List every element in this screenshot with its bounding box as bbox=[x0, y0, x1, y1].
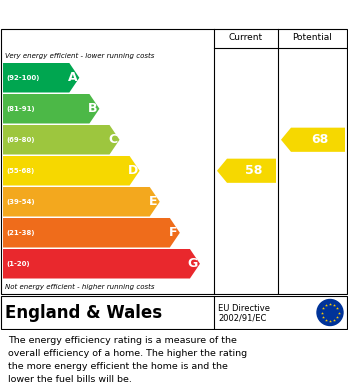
Text: England & Wales: England & Wales bbox=[5, 303, 162, 321]
Text: (39-54): (39-54) bbox=[6, 199, 34, 205]
Text: EU Directive: EU Directive bbox=[218, 303, 270, 312]
Text: (69-80): (69-80) bbox=[6, 137, 34, 143]
Polygon shape bbox=[3, 218, 180, 248]
Circle shape bbox=[317, 300, 343, 325]
Text: overall efficiency of a home. The higher the rating: overall efficiency of a home. The higher… bbox=[8, 349, 247, 358]
Text: D: D bbox=[127, 164, 137, 177]
Polygon shape bbox=[3, 249, 200, 278]
Text: Very energy efficient - lower running costs: Very energy efficient - lower running co… bbox=[5, 53, 155, 59]
Text: G: G bbox=[188, 257, 198, 270]
Text: (81-91): (81-91) bbox=[6, 106, 34, 112]
Text: (21-38): (21-38) bbox=[6, 230, 34, 236]
Text: Current: Current bbox=[229, 34, 263, 43]
Polygon shape bbox=[3, 156, 140, 185]
Text: B: B bbox=[88, 102, 97, 115]
Text: (1-20): (1-20) bbox=[6, 261, 30, 267]
Text: 2002/91/EC: 2002/91/EC bbox=[218, 314, 266, 323]
Text: Energy Efficiency Rating: Energy Efficiency Rating bbox=[9, 7, 219, 22]
Text: C: C bbox=[109, 133, 118, 146]
Text: The energy efficiency rating is a measure of the: The energy efficiency rating is a measur… bbox=[8, 336, 237, 345]
Text: 68: 68 bbox=[311, 133, 329, 146]
Text: E: E bbox=[149, 195, 158, 208]
Polygon shape bbox=[3, 94, 100, 124]
Polygon shape bbox=[217, 159, 276, 183]
Polygon shape bbox=[3, 63, 79, 93]
Text: 58: 58 bbox=[245, 164, 262, 177]
Polygon shape bbox=[3, 187, 160, 217]
Polygon shape bbox=[281, 127, 345, 152]
Text: the more energy efficient the home is and the: the more energy efficient the home is an… bbox=[8, 362, 228, 371]
Text: Potential: Potential bbox=[293, 34, 332, 43]
Text: Not energy efficient - higher running costs: Not energy efficient - higher running co… bbox=[5, 284, 155, 290]
Text: (55-68): (55-68) bbox=[6, 168, 34, 174]
Text: (92-100): (92-100) bbox=[6, 75, 39, 81]
Text: lower the fuel bills will be.: lower the fuel bills will be. bbox=[8, 375, 132, 384]
Text: F: F bbox=[169, 226, 178, 239]
Text: A: A bbox=[68, 71, 77, 84]
Polygon shape bbox=[3, 125, 119, 154]
